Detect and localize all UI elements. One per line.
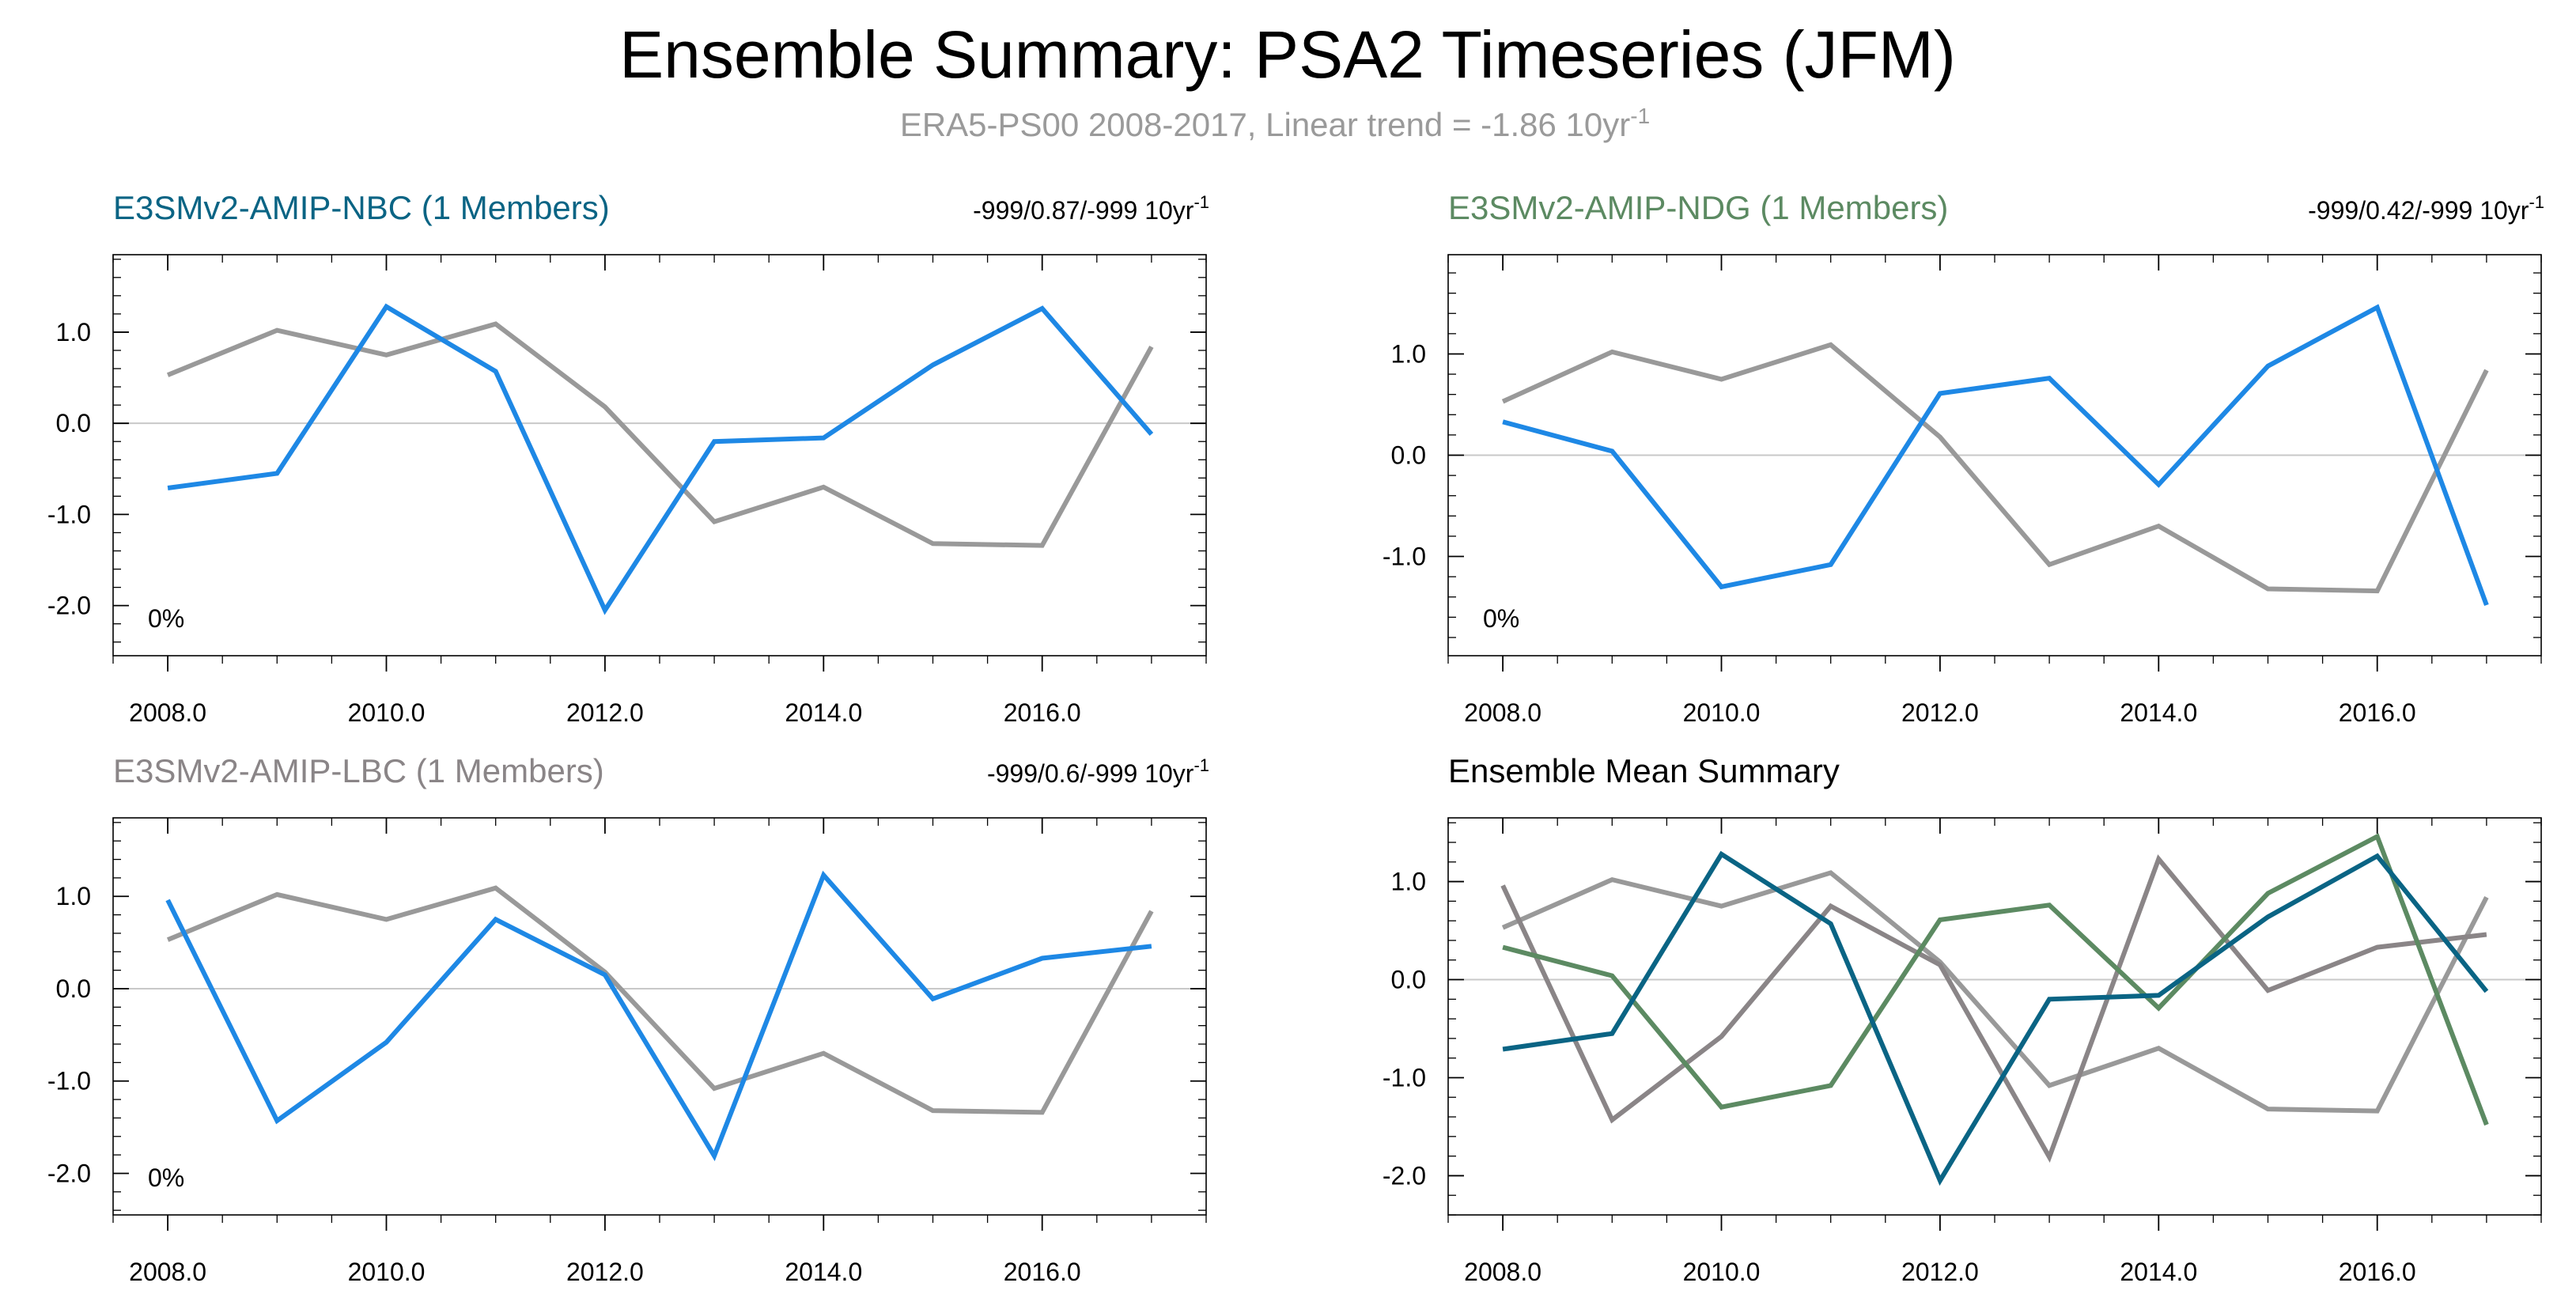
x-tick-label: 2012.0 bbox=[1901, 698, 1979, 727]
panel-title: E3SMv2-AMIP-NBC (1 Members) bbox=[113, 189, 610, 226]
y-tick-label: 0.0 bbox=[1391, 966, 1426, 994]
y-tick-label: -1.0 bbox=[1383, 1063, 1426, 1092]
x-tick-label: 2016.0 bbox=[2339, 698, 2416, 727]
series-line-era5-ps00 bbox=[166, 885, 1154, 1115]
series-line-era5-ps00 bbox=[1501, 870, 2489, 1114]
trend-exponent: -1 bbox=[1193, 192, 1209, 212]
series-line-e3smv2-amip-lbc bbox=[165, 870, 1152, 1162]
trend-text: -999/0.6/-999 10yr bbox=[987, 759, 1194, 788]
x-tick-label: 2008.0 bbox=[1464, 1258, 1541, 1286]
x-tick-label: 2010.0 bbox=[1683, 1258, 1761, 1286]
y-tick-label: -2.0 bbox=[47, 592, 91, 620]
y-tick-label: -2.0 bbox=[1383, 1161, 1426, 1190]
figure-title: Ensemble Summary: PSA2 Timeseries (JFM) bbox=[619, 17, 1956, 92]
trend-label: -999/0.42/-999 10yr-1 bbox=[2308, 192, 2544, 225]
plot-frame bbox=[112, 817, 1207, 1216]
percent-label: 0% bbox=[1483, 604, 1519, 633]
y-tick-label: -1.0 bbox=[1383, 543, 1426, 571]
figure-subtitle: ERA5-PS00 2008-2017, Linear trend = -1.8… bbox=[900, 104, 1650, 143]
x-tick-label: 2012.0 bbox=[566, 1258, 644, 1286]
panel-lbc: E3SMv2-AMIP-LBC (1 Members) -999/0.6/-999… bbox=[47, 752, 1209, 1286]
panel-ndg: E3SMv2-AMIP-NDG (1 Members) -999/0.42/-99… bbox=[1383, 189, 2544, 727]
panel-title: E3SMv2-AMIP-LBC (1 Members) bbox=[113, 752, 604, 789]
trend-text: -999/0.42/-999 10yr bbox=[2308, 196, 2529, 225]
x-tick-label: 2014.0 bbox=[2120, 698, 2197, 727]
plot-frame bbox=[112, 254, 1207, 656]
series-line-e3smv2-amip-nbc bbox=[1502, 850, 2489, 1186]
y-tick-label: 1.0 bbox=[56, 318, 91, 346]
y-tick-label: -1.0 bbox=[47, 500, 91, 528]
x-tick-label: 2012.0 bbox=[1901, 1258, 1979, 1286]
x-tick-label: 2010.0 bbox=[348, 1258, 426, 1286]
panel-nbc: E3SMv2-AMIP-NBC (1 Members) -999/0.87/-99… bbox=[47, 189, 1209, 727]
x-tick-label: 2008.0 bbox=[129, 1258, 206, 1286]
series-line-e3smv2-amip-ndg bbox=[1502, 304, 2489, 607]
x-tick-label: 2016.0 bbox=[1004, 1258, 1081, 1286]
trend-label: -999/0.87/-999 10yr-1 bbox=[973, 192, 1209, 225]
y-tick-label: 1.0 bbox=[1391, 868, 1426, 896]
y-tick-label: -2.0 bbox=[47, 1159, 91, 1187]
series-line-e3smv2-amip-nbc bbox=[167, 303, 1154, 615]
subtitle-exponent: -1 bbox=[1630, 104, 1650, 128]
percent-label: 0% bbox=[148, 1164, 184, 1192]
x-tick-label: 2016.0 bbox=[2339, 1258, 2416, 1286]
x-tick-label: 2016.0 bbox=[1004, 698, 1081, 727]
series-line-era5-ps00 bbox=[1501, 342, 2489, 594]
panel-title: Ensemble Mean Summary bbox=[1448, 752, 1840, 789]
trend-label: -999/0.6/-999 10yr-1 bbox=[987, 755, 1209, 788]
x-tick-label: 2014.0 bbox=[2120, 1258, 2197, 1286]
series-line-era5-ps00 bbox=[166, 321, 1154, 548]
x-tick-label: 2008.0 bbox=[1464, 698, 1541, 727]
y-tick-label: 1.0 bbox=[56, 882, 91, 910]
percent-label: 0% bbox=[148, 604, 184, 633]
y-tick-label: 0.0 bbox=[56, 409, 91, 437]
y-tick-label: -1.0 bbox=[47, 1067, 91, 1095]
y-tick-label: 0.0 bbox=[56, 974, 91, 1003]
series-line-e3smv2-amip-lbc bbox=[1500, 854, 2487, 1164]
x-tick-label: 2014.0 bbox=[785, 698, 862, 727]
y-tick-label: 1.0 bbox=[1391, 339, 1426, 368]
trend-exponent: -1 bbox=[2529, 192, 2544, 212]
y-tick-label: 0.0 bbox=[1391, 441, 1426, 470]
panels-group: E3SMv2-AMIP-NBC (1 Members) -999/0.87/-99… bbox=[47, 189, 2544, 1286]
x-tick-label: 2012.0 bbox=[566, 698, 644, 727]
x-tick-label: 2008.0 bbox=[129, 698, 206, 727]
trend-exponent: -1 bbox=[1193, 755, 1209, 775]
x-tick-label: 2014.0 bbox=[785, 1258, 862, 1286]
panel-title: E3SMv2-AMIP-NDG (1 Members) bbox=[1448, 189, 1948, 226]
series-line-e3smv2-amip-ndg bbox=[1502, 833, 2489, 1126]
panel-mean: Ensemble Mean Summary 1.0 0.0 -1.0 -2.0 2008.… bbox=[1383, 752, 2542, 1286]
x-tick-label: 2010.0 bbox=[348, 698, 426, 727]
subtitle-text: ERA5-PS00 2008-2017, Linear trend = -1.8… bbox=[900, 106, 1630, 143]
x-tick-label: 2010.0 bbox=[1683, 698, 1761, 727]
trend-text: -999/0.87/-999 10yr bbox=[973, 196, 1194, 225]
